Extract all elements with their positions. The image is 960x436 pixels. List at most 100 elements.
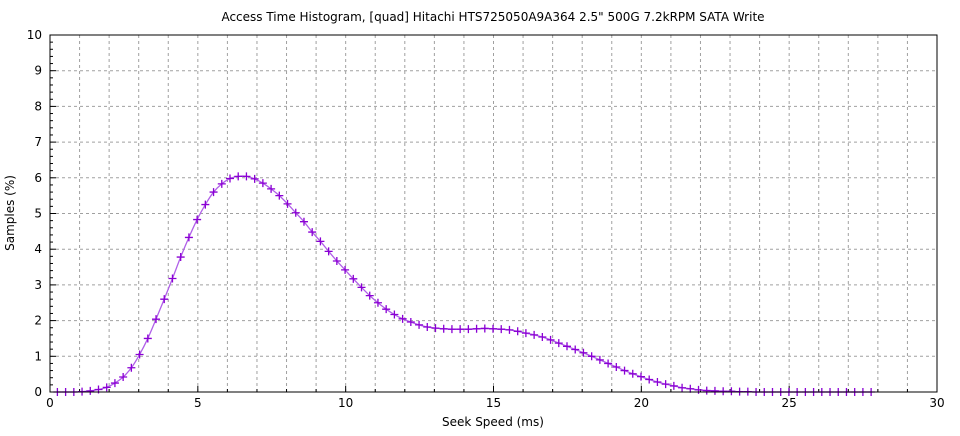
data-point: [382, 305, 391, 314]
data-point: [308, 228, 317, 237]
data-point: [341, 265, 350, 274]
data-point: [554, 339, 563, 348]
y-tick-label: 4: [34, 242, 42, 256]
data-point: [571, 345, 580, 354]
data-point: [719, 387, 728, 396]
plot-frame: [49, 34, 938, 393]
y-tick-label: 2: [34, 314, 42, 328]
data-point: [686, 384, 695, 393]
data-point: [102, 383, 111, 392]
data-point: [456, 325, 465, 334]
data-point: [332, 256, 341, 265]
data-point: [538, 333, 547, 342]
data-point: [193, 215, 202, 224]
data-point: [694, 385, 703, 394]
data-point: [447, 325, 456, 334]
y-tick-label: 7: [34, 135, 42, 149]
axis-ticks: 0 5 10 15 20 25 30 0 1 2 3 4 5 6 7 8 9 10: [27, 28, 945, 410]
x-tick-label: 5: [194, 396, 202, 410]
y-tick-label: 0: [34, 385, 42, 399]
data-point: [168, 274, 177, 283]
data-point: [521, 329, 530, 338]
data-point: [176, 253, 185, 262]
data-point: [406, 318, 415, 327]
grid: [50, 35, 937, 392]
data-point: [587, 352, 596, 361]
data-point: [653, 378, 662, 387]
data-point: [497, 325, 506, 334]
x-tick-label: 10: [338, 396, 353, 410]
data-point: [373, 298, 382, 307]
data-point: [415, 320, 424, 329]
data-point: [620, 366, 629, 375]
data-point: [636, 372, 645, 381]
data-point: [480, 324, 489, 333]
data-point: [349, 274, 358, 283]
data-point: [710, 386, 719, 395]
data-point: [563, 342, 572, 351]
data-point: [217, 179, 226, 188]
data-point: [299, 217, 308, 226]
data-point: [291, 208, 300, 217]
data-point: [160, 295, 169, 304]
x-tick-label: 30: [929, 396, 944, 410]
data-point: [234, 172, 243, 181]
y-axis-label: Samples (%): [3, 175, 17, 251]
data-point: [209, 188, 218, 197]
data-point: [661, 380, 670, 389]
x-tick-label: 0: [46, 396, 54, 410]
data-point: [702, 386, 711, 395]
y-tick-label: 10: [27, 28, 42, 42]
data-point: [135, 350, 144, 359]
data-point: [595, 355, 604, 364]
y-tick-label: 8: [34, 99, 42, 113]
series-line: [57, 175, 872, 393]
data-point: [464, 325, 473, 334]
chart-title: Access Time Histogram, [quad] Hitachi HT…: [221, 10, 764, 24]
data-point: [472, 324, 481, 333]
data-point: [513, 327, 522, 336]
data-point: [110, 379, 119, 388]
y-tick-label: 1: [34, 349, 42, 363]
data-point: [423, 323, 432, 332]
series-markers: [53, 172, 876, 396]
x-axis-label: Seek Speed (ms): [442, 415, 544, 429]
data-point: [628, 369, 637, 378]
data-point: [390, 310, 399, 319]
data-point: [226, 174, 235, 183]
data-point: [439, 324, 448, 333]
data-point: [431, 324, 440, 333]
y-tick-label: 3: [34, 278, 42, 292]
data-point: [86, 386, 95, 395]
data-point: [727, 387, 736, 396]
data-point: [678, 383, 687, 392]
data-point: [143, 334, 152, 343]
data-point: [357, 283, 366, 292]
x-tick-label: 15: [486, 396, 501, 410]
data-point: [324, 247, 333, 256]
data-point: [283, 199, 292, 208]
data-point: [184, 233, 193, 242]
data-point: [258, 179, 267, 188]
data-point: [645, 375, 654, 384]
data-point: [505, 325, 514, 334]
y-tick-label: 9: [34, 64, 42, 78]
y-tick-label: 6: [34, 171, 42, 185]
data-point: [546, 335, 555, 344]
data-point: [489, 324, 498, 333]
data-point: [242, 172, 251, 181]
data-point: [275, 191, 284, 200]
data-point: [127, 363, 136, 372]
data-point: [201, 200, 210, 209]
y-tick-label: 5: [34, 207, 42, 221]
x-tick-label: 25: [782, 396, 797, 410]
data-point: [530, 330, 539, 339]
data-point: [152, 315, 161, 324]
data-point: [250, 174, 259, 183]
x-tick-label: 20: [634, 396, 649, 410]
data-point: [365, 291, 374, 300]
data-point: [604, 359, 613, 368]
data-point: [119, 373, 128, 382]
data-point: [612, 363, 621, 372]
